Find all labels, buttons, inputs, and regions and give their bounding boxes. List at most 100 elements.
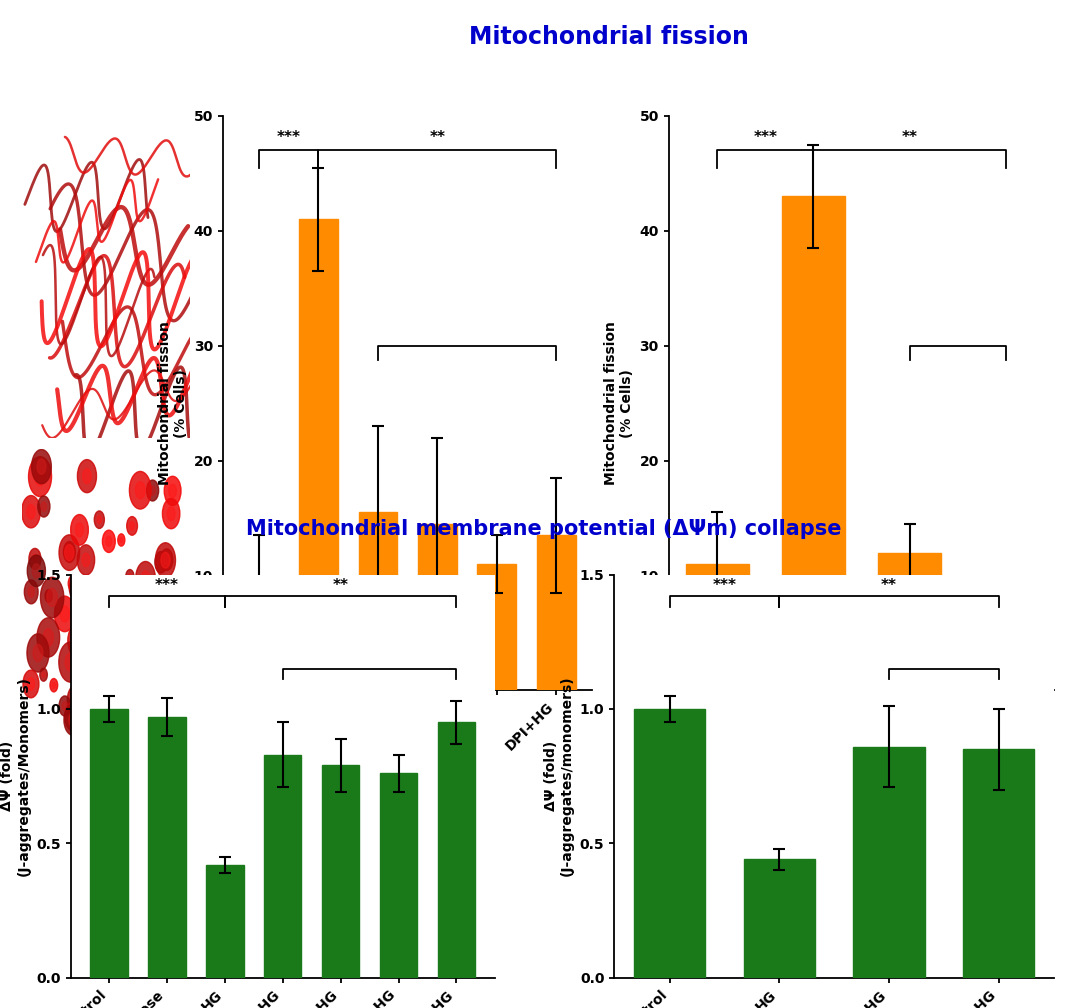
Circle shape (101, 657, 125, 698)
Circle shape (45, 590, 52, 603)
Circle shape (129, 472, 151, 509)
Circle shape (129, 522, 135, 530)
Circle shape (33, 563, 40, 578)
Circle shape (32, 450, 51, 484)
Text: ***: *** (154, 578, 178, 593)
Circle shape (63, 541, 75, 562)
Circle shape (126, 570, 134, 584)
Circle shape (60, 606, 70, 622)
Circle shape (163, 599, 166, 606)
Circle shape (141, 658, 163, 697)
Circle shape (165, 655, 171, 666)
Circle shape (71, 677, 93, 716)
Circle shape (108, 668, 118, 686)
Circle shape (37, 459, 46, 475)
Circle shape (64, 544, 74, 560)
Text: **: ** (882, 578, 897, 593)
Circle shape (115, 593, 120, 601)
Bar (744, 860, 815, 978)
Bar (686, 564, 749, 690)
Circle shape (47, 589, 58, 607)
Circle shape (47, 593, 50, 599)
Circle shape (173, 654, 179, 666)
Circle shape (161, 552, 170, 569)
Bar (878, 552, 940, 690)
Text: **: ** (333, 578, 349, 593)
Circle shape (22, 496, 40, 528)
Circle shape (23, 670, 39, 698)
Circle shape (27, 555, 46, 587)
Circle shape (97, 516, 101, 523)
Circle shape (160, 595, 170, 610)
Y-axis label: Mitochondrial fission
(% Cells): Mitochondrial fission (% Cells) (158, 322, 188, 485)
Circle shape (164, 476, 182, 505)
Circle shape (167, 507, 175, 520)
Circle shape (140, 696, 153, 718)
Circle shape (102, 530, 115, 552)
Bar (205, 865, 243, 978)
Circle shape (108, 611, 111, 617)
Circle shape (59, 696, 71, 716)
Circle shape (27, 634, 49, 672)
Circle shape (117, 717, 126, 731)
Circle shape (168, 647, 184, 673)
Circle shape (125, 701, 129, 708)
Circle shape (42, 671, 46, 677)
Circle shape (27, 504, 35, 519)
Circle shape (73, 583, 79, 594)
Circle shape (128, 574, 132, 580)
Circle shape (129, 616, 140, 633)
Y-axis label: ΔΨ (fold)
(J-aggregates/Monomers): ΔΨ (fold) (J-aggregates/Monomers) (0, 676, 30, 876)
Bar (379, 773, 417, 978)
Circle shape (150, 486, 155, 495)
Circle shape (123, 696, 133, 713)
Circle shape (85, 647, 93, 663)
Circle shape (40, 578, 64, 618)
Circle shape (65, 702, 82, 732)
Circle shape (28, 587, 35, 598)
Circle shape (117, 679, 128, 700)
Circle shape (109, 659, 112, 666)
Circle shape (113, 588, 123, 606)
Bar (438, 723, 475, 978)
Y-axis label: ΔΨ (fold)
(J-aggregates/monomers): ΔΨ (fold) (J-aggregates/monomers) (544, 675, 574, 877)
Circle shape (62, 702, 67, 711)
Circle shape (154, 666, 159, 674)
Circle shape (38, 496, 50, 517)
Bar (634, 709, 705, 978)
Circle shape (71, 580, 75, 587)
Circle shape (125, 660, 134, 674)
Circle shape (77, 544, 95, 575)
Circle shape (99, 651, 116, 682)
Circle shape (54, 596, 75, 632)
Text: **: ** (901, 130, 917, 145)
Bar (477, 564, 516, 690)
Bar (90, 709, 127, 978)
Circle shape (33, 554, 38, 563)
Circle shape (117, 534, 125, 546)
Circle shape (164, 554, 170, 564)
Bar (299, 220, 338, 690)
Circle shape (151, 662, 161, 679)
Bar (264, 755, 301, 978)
Text: ***: *** (277, 130, 301, 145)
Circle shape (136, 482, 146, 499)
Circle shape (161, 649, 175, 672)
Bar (418, 524, 457, 690)
Circle shape (33, 644, 42, 661)
Circle shape (107, 655, 114, 670)
Circle shape (41, 502, 47, 511)
Circle shape (168, 484, 176, 497)
Circle shape (59, 642, 82, 682)
Circle shape (83, 469, 91, 484)
Circle shape (105, 536, 112, 546)
Circle shape (155, 542, 175, 578)
Bar (974, 627, 1037, 690)
Circle shape (35, 468, 46, 486)
Circle shape (159, 557, 164, 568)
Circle shape (72, 694, 80, 708)
Circle shape (104, 660, 112, 673)
Circle shape (95, 511, 104, 528)
Bar (537, 535, 576, 690)
Circle shape (147, 668, 157, 685)
